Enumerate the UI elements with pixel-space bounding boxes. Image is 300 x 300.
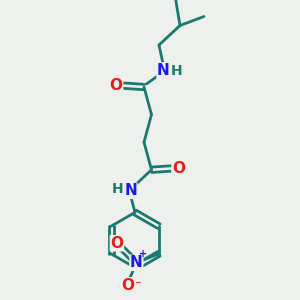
Text: H: H [170,64,182,77]
Text: O: O [172,161,185,176]
Text: ⁻: ⁻ [134,279,141,292]
Text: N: N [130,255,143,270]
Text: O: O [110,236,123,251]
Text: +: + [139,249,147,260]
Text: N: N [157,63,170,78]
Text: N: N [124,183,137,198]
Text: H: H [112,182,124,196]
Text: O: O [110,78,123,93]
Text: O: O [121,278,134,293]
